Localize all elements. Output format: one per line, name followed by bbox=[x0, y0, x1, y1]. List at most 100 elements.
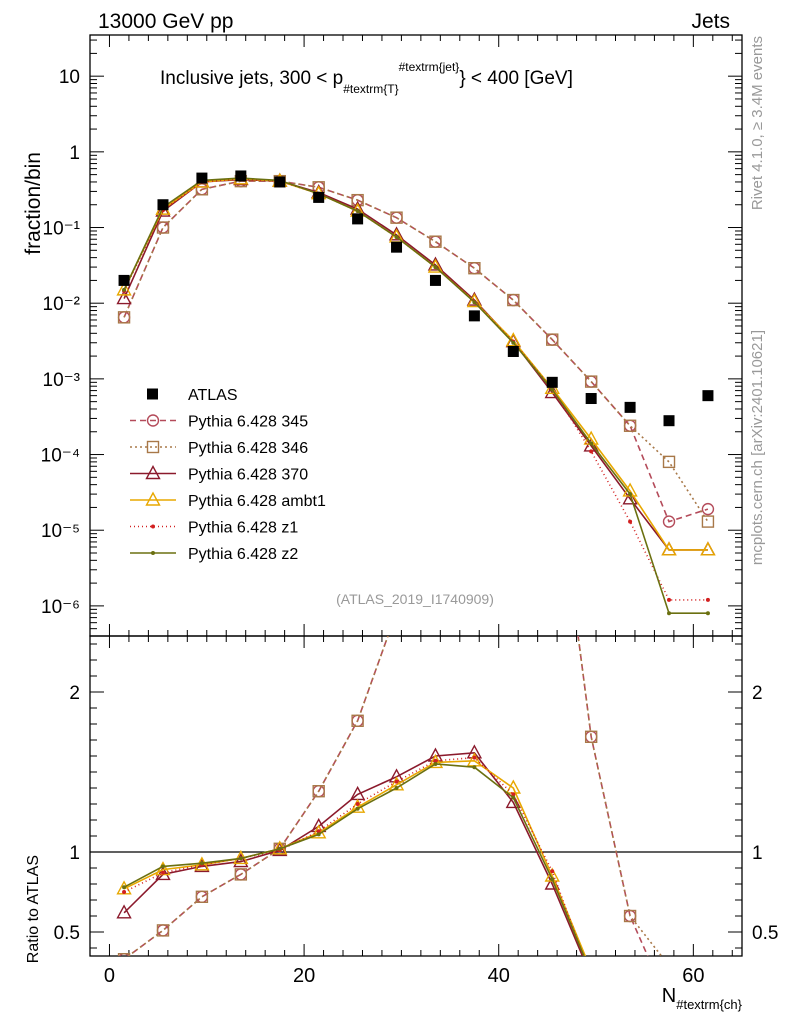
series-point bbox=[394, 234, 399, 239]
series-point bbox=[705, 597, 710, 602]
series-point bbox=[622, 490, 638, 505]
y-tick-label: 10⁻⁴ bbox=[41, 446, 80, 467]
ratio-point bbox=[472, 755, 477, 760]
ratio-point bbox=[195, 890, 209, 903]
ratio-line bbox=[127, 636, 663, 956]
series-point bbox=[589, 449, 594, 454]
series-point bbox=[468, 262, 481, 275]
series-point bbox=[701, 502, 715, 516]
atlas-data-point bbox=[507, 345, 519, 357]
series-1 bbox=[117, 174, 715, 528]
ratio-y-tick-label: 2 bbox=[752, 683, 763, 704]
series-point bbox=[156, 221, 170, 234]
series-point bbox=[661, 541, 677, 556]
atlas-data-point bbox=[313, 191, 325, 203]
legend: ATLAS Pythia 6.428 345 Pythia 6.428 346 Pyt… bbox=[130, 387, 326, 563]
y-axis-label-ratio: Ratio to ATLAS bbox=[25, 855, 42, 963]
series-point bbox=[427, 258, 444, 273]
legend-marker bbox=[145, 465, 161, 480]
ratio-point bbox=[316, 829, 321, 834]
ratio-point bbox=[122, 885, 127, 890]
ratio-y-tick-label: 0.5 bbox=[752, 923, 778, 944]
series-point bbox=[589, 441, 594, 446]
ratio-point bbox=[433, 762, 438, 766]
series-point bbox=[546, 333, 559, 346]
ratio-point bbox=[156, 924, 170, 937]
atlas-data-point bbox=[624, 401, 636, 413]
series-point bbox=[351, 193, 364, 207]
ratio-point bbox=[199, 861, 204, 866]
ratio-point bbox=[234, 868, 248, 881]
series-point bbox=[662, 515, 676, 528]
legend-label: Pythia 6.428 346 bbox=[188, 440, 308, 457]
series-point bbox=[628, 519, 633, 524]
atlas-data-point bbox=[274, 176, 286, 188]
ratio-point bbox=[511, 792, 516, 797]
ratio-point bbox=[195, 890, 209, 903]
ratio-point bbox=[116, 904, 132, 919]
series-point bbox=[122, 287, 127, 292]
atlas-data-point bbox=[702, 390, 714, 402]
atlas-data-point bbox=[546, 376, 558, 388]
series-line bbox=[123, 180, 709, 523]
ratio-point bbox=[394, 779, 399, 784]
mcplots-label: mcplots.cern.ch [arXiv:2401.10621] bbox=[749, 330, 766, 565]
header-jets-label: Jets bbox=[691, 10, 730, 33]
atlas-data-point bbox=[585, 393, 597, 405]
series-point bbox=[117, 311, 131, 324]
series-point bbox=[390, 211, 403, 224]
plot-title-superscript: #textrm{jet} bbox=[399, 60, 460, 74]
plot-title: Inclusive jets, 300 < p#textrm{T}#textrm… bbox=[160, 60, 573, 96]
legend-marker bbox=[145, 491, 161, 506]
series-point bbox=[433, 265, 438, 270]
rivet-version-label: Rivet 4.1.0, ≥ 3.4M events bbox=[749, 36, 766, 210]
ratio-point bbox=[238, 856, 243, 861]
ratio-plot-frame bbox=[89, 635, 743, 957]
ratio-point bbox=[316, 832, 321, 837]
ratio-point bbox=[277, 846, 282, 851]
main-plot-area bbox=[116, 170, 716, 616]
ratio-point bbox=[584, 730, 598, 743]
series-point bbox=[117, 311, 131, 324]
ratio-point bbox=[505, 793, 521, 809]
ratio-point bbox=[472, 765, 477, 770]
ratio-y-tick-label: 1 bbox=[69, 843, 80, 864]
y-tick-label: 10⁻³ bbox=[43, 370, 81, 391]
series-point bbox=[156, 221, 170, 234]
y-tick-label: 1 bbox=[69, 143, 80, 164]
series-point bbox=[667, 611, 672, 616]
series-point bbox=[511, 340, 516, 345]
plot-title-subscript: #textrm{T} bbox=[343, 82, 398, 96]
series-point bbox=[700, 541, 716, 556]
ratio-plot-area bbox=[116, 636, 675, 971]
ratio-point bbox=[351, 714, 364, 727]
legend-marker bbox=[147, 388, 158, 400]
y-tick-label: 10⁻⁶ bbox=[41, 597, 80, 618]
ratio-point bbox=[355, 802, 360, 806]
series-point bbox=[466, 293, 483, 308]
ratio-point bbox=[156, 924, 170, 937]
ratio-point bbox=[122, 890, 127, 894]
series-point bbox=[472, 300, 477, 305]
atlas-data-point bbox=[235, 170, 247, 182]
atlas-data-point bbox=[468, 310, 480, 322]
ratio-point bbox=[160, 870, 165, 875]
x-tick-label: 40 bbox=[488, 965, 510, 987]
series-point bbox=[705, 611, 710, 616]
series-point bbox=[662, 455, 676, 469]
ratio-y-tick-label: 1 bbox=[752, 843, 763, 864]
y-tick-label: 10⁻⁵ bbox=[41, 521, 80, 542]
series-point bbox=[584, 375, 598, 388]
ratio-point bbox=[664, 960, 675, 971]
ratio-point bbox=[550, 869, 555, 874]
atlas-data-point bbox=[196, 172, 208, 184]
x-tick-label: 60 bbox=[682, 965, 704, 987]
y-axis-label-top: fraction/bin bbox=[22, 152, 45, 255]
ratio-line bbox=[123, 751, 584, 956]
x-tick-label: 20 bbox=[293, 965, 315, 987]
series-point bbox=[116, 290, 132, 305]
series-point bbox=[700, 541, 716, 556]
legend-label: Pythia 6.428 370 bbox=[188, 467, 308, 484]
y-tick-label: 10⁻² bbox=[43, 294, 81, 315]
